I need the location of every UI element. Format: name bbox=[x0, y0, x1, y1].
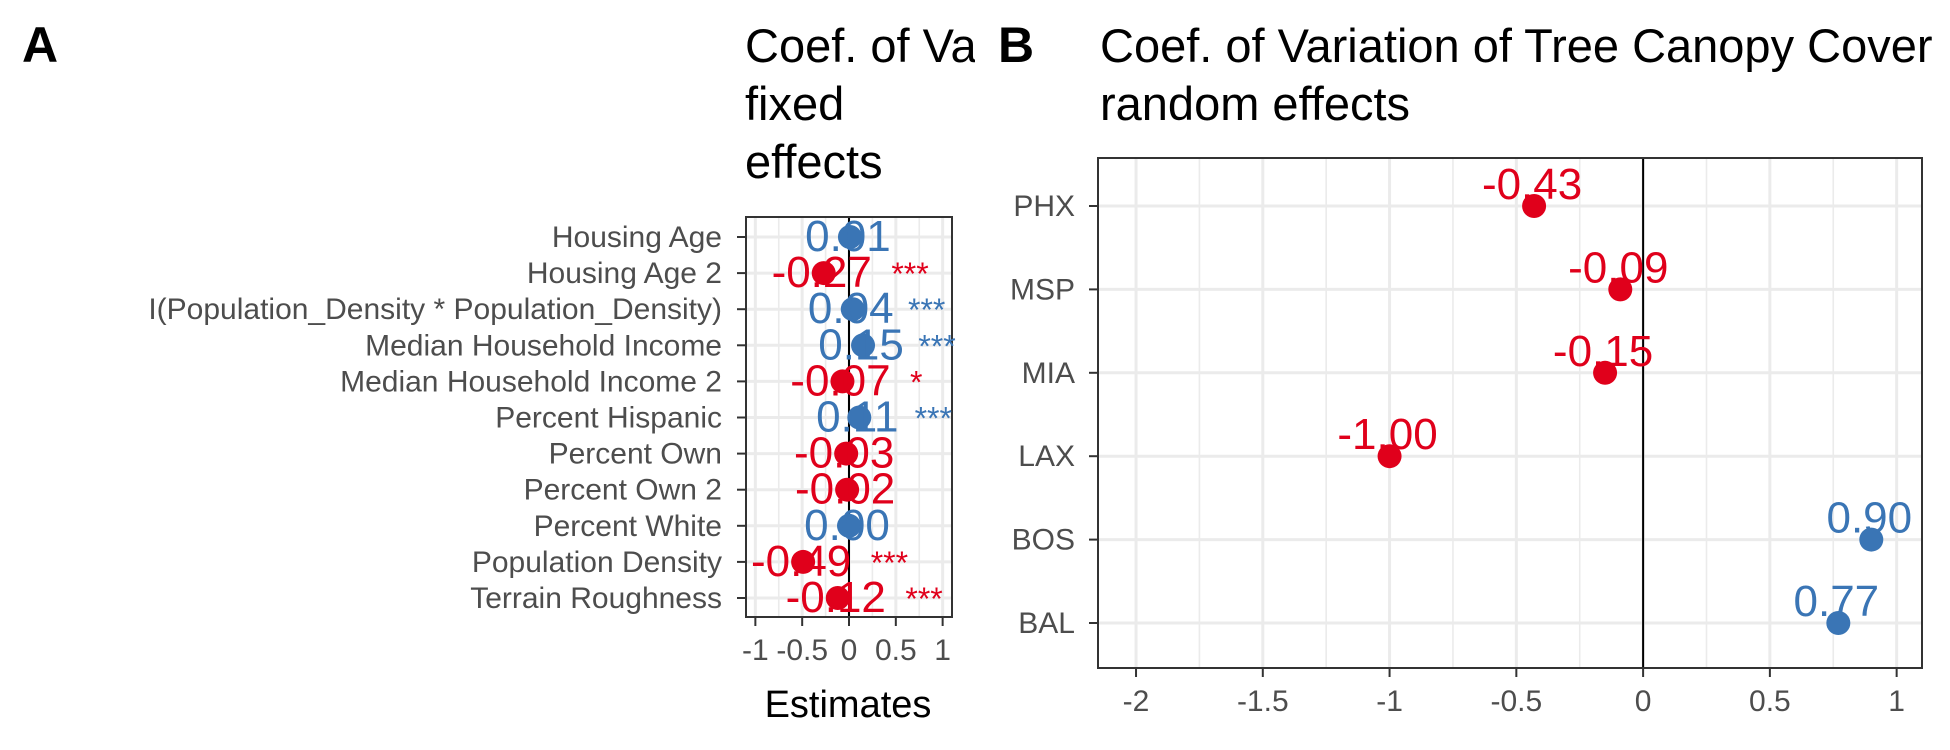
panel-a-x-tick-label: -0.5 bbox=[776, 634, 828, 667]
panel-a-significance-stars: *** bbox=[871, 545, 908, 581]
panel-a-x-tick-label: 0.5 bbox=[875, 634, 917, 667]
panel-b-y-tick-label: BOS bbox=[1012, 524, 1075, 557]
panel-a-significance-stars: * bbox=[910, 364, 922, 400]
panel-a-value-label: -0.03 bbox=[794, 429, 894, 478]
panel-a-letter: A bbox=[22, 17, 58, 73]
panel-b-point bbox=[1826, 611, 1851, 635]
panel-a-y-tick-label: Housing Age 2 bbox=[527, 257, 722, 290]
panel-a-title-line-2: fixed bbox=[745, 77, 844, 130]
panel-a-y-tick-label: Percent White bbox=[534, 510, 722, 543]
panel-b-value-label: -0.09 bbox=[1568, 243, 1668, 292]
panel-a-significance-stars: *** bbox=[908, 292, 945, 328]
panel-a-value-label: -0.12 bbox=[786, 573, 886, 622]
panel-a-significance-stars: *** bbox=[918, 328, 955, 364]
panel-a-title-clip: Coef. of Variation of Tree Canopy Cover … bbox=[745, 19, 1578, 188]
panel-b-point bbox=[1377, 444, 1402, 469]
panel-a-point bbox=[830, 369, 855, 394]
panel-b-title-line-1: Coef. of Variation of Tree Canopy Cover bbox=[1100, 19, 1933, 72]
panel-b-value-label: 0.90 bbox=[1826, 494, 1912, 543]
panel-a-value-label: 0.01 bbox=[805, 212, 891, 261]
panel-a-title-line-1: Coef. of Variation of Tree Canopy Cover bbox=[745, 19, 1578, 72]
panel-a-value-label: 0.00 bbox=[804, 501, 890, 550]
panel-a-point bbox=[834, 441, 859, 466]
panel-a-point bbox=[811, 261, 836, 286]
panel-b-value-label: -1.00 bbox=[1337, 410, 1437, 459]
panel-a-value-label: -0.07 bbox=[790, 356, 890, 405]
panel-b-x-tick-label: 0.5 bbox=[1749, 685, 1791, 718]
panel-b-x-tick-label: 1 bbox=[1888, 685, 1905, 718]
panel-a-point bbox=[791, 549, 816, 574]
panel-b-title-clip: Coef. of Variation of Tree Canopy Cover … bbox=[1100, 19, 1933, 130]
panel-b-y-tick-label: BAL bbox=[1018, 607, 1075, 640]
panel-a-point bbox=[837, 225, 862, 249]
panel-b-x-tick-label: -2 bbox=[1123, 685, 1150, 718]
panel-b-value-label: -0.43 bbox=[1482, 160, 1582, 209]
panel-a-plot: -1 -0.5 0 0.5 1 Housing Age 0.01 Housing Age 2 -… bbox=[148, 212, 955, 667]
panel-a-point bbox=[851, 333, 876, 358]
panel-a-y-tick-label: Median Household Income 2 bbox=[340, 365, 722, 398]
panel-a-significance-stars: *** bbox=[891, 256, 928, 292]
panel-b-x-tick-label: -1 bbox=[1376, 685, 1403, 718]
panel-a-y-tick-label: Housing Age bbox=[552, 221, 722, 254]
panel-a-y-tick-label: I(Population_Density * Population_Densit… bbox=[148, 293, 722, 326]
panel-a-value-label: 0.11 bbox=[816, 393, 898, 442]
panel-b-y-tick-label: MIA bbox=[1022, 357, 1075, 390]
panel-a-value-label: -0.27 bbox=[772, 248, 872, 297]
panel-b-y-tick-label: LAX bbox=[1018, 440, 1075, 473]
panel-a-value-label: -0.49 bbox=[751, 537, 851, 586]
panel-b-point bbox=[1859, 527, 1884, 552]
panel-a-value-label: -0.02 bbox=[795, 465, 895, 514]
panel-b-point bbox=[1608, 277, 1633, 302]
panel-a: A Coef. of Variation of Tree Canopy Cove… bbox=[22, 17, 1578, 726]
panel-b-value-label: 0.77 bbox=[1794, 577, 1880, 626]
panel-a-y-tick-label: Population Density bbox=[472, 546, 722, 579]
panel-b-y-tick-label: PHX bbox=[1013, 190, 1075, 223]
panel-a-point bbox=[835, 477, 860, 502]
panel-b-x-tick-label: -0.5 bbox=[1490, 685, 1542, 718]
panel-b-point bbox=[1593, 360, 1618, 385]
panel-a-point bbox=[840, 297, 865, 322]
panel-b: B Coef. of Variation of Tree Canopy Cove… bbox=[998, 17, 1933, 718]
panel-a-y-tick-label: Terrain Roughness bbox=[470, 582, 722, 615]
panel-b-letter: B bbox=[998, 17, 1034, 73]
panel-a-x-tick-label: 1 bbox=[934, 634, 951, 667]
panel-b-plot-border bbox=[1097, 157, 1923, 669]
panel-b-point bbox=[1522, 194, 1547, 218]
panel-a-point bbox=[825, 586, 850, 610]
panel-b-y-tick-label: MSP bbox=[1010, 273, 1075, 306]
panel-a-y-tick-label: Percent Hispanic bbox=[495, 402, 722, 435]
panel-a-value-label: 0.04 bbox=[808, 284, 894, 333]
panel-a-point bbox=[837, 513, 861, 538]
panel-b-title-line-2: random effects bbox=[1100, 77, 1410, 130]
panel-a-y-tick-label: Percent Own bbox=[549, 438, 722, 471]
panel-a-significance-stars: *** bbox=[905, 581, 942, 617]
panel-a-significance-stars: *** bbox=[915, 401, 952, 437]
panel-a-title-line-3: effects bbox=[745, 135, 883, 188]
panel-a-x-tick-label: 0 bbox=[841, 634, 858, 667]
panel-a-y-tick-label: Median Household Income bbox=[365, 329, 722, 362]
panel-a-point bbox=[847, 405, 872, 430]
panel-a-x-axis-title: Estimates bbox=[765, 684, 932, 726]
panel-b-x-tick-label: 0 bbox=[1635, 685, 1652, 718]
panel-a-y-tick-label: Percent Own 2 bbox=[524, 474, 722, 507]
panel-a-value-label: 0.15 bbox=[818, 320, 904, 369]
panel-a-x-tick-label: -1 bbox=[742, 634, 769, 667]
panel-b-x-tick-label: -1.5 bbox=[1237, 685, 1289, 718]
panel-b-value-label: -0.15 bbox=[1553, 327, 1653, 376]
panel-b-plot: -2 -1.5 -1 -0.5 0 0.5 1 PHX -0.43 MSP -0.09 MIA -0.1… bbox=[1010, 157, 1923, 718]
